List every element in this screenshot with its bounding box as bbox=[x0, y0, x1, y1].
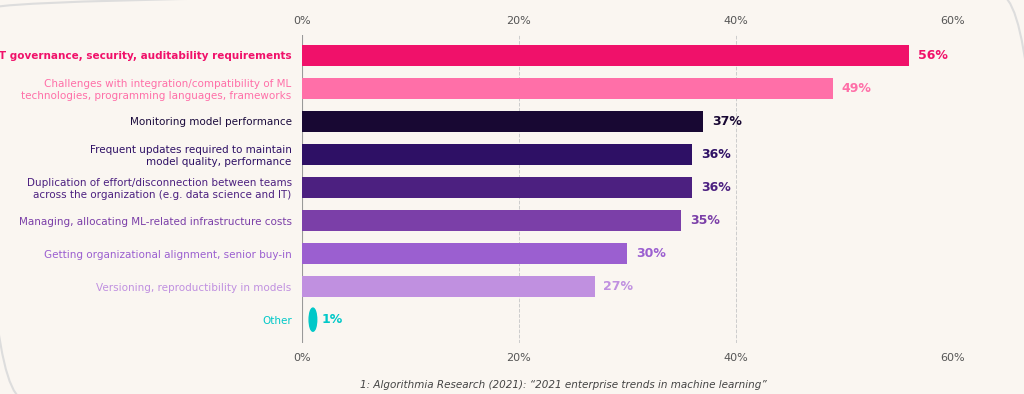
Bar bbox=[302, 111, 703, 132]
Bar bbox=[302, 210, 681, 231]
Text: 1: Algorithmia Research (2021): “2021 enterprise trends in machine learning”: 1: Algorithmia Research (2021): “2021 en… bbox=[359, 380, 767, 390]
Circle shape bbox=[309, 308, 316, 331]
Text: 30%: 30% bbox=[636, 247, 666, 260]
Text: 36%: 36% bbox=[700, 148, 731, 161]
Text: 1%: 1% bbox=[322, 313, 343, 326]
Text: 27%: 27% bbox=[603, 280, 634, 293]
Text: 56%: 56% bbox=[918, 49, 947, 62]
Bar bbox=[302, 276, 595, 297]
Text: 37%: 37% bbox=[712, 115, 741, 128]
Bar bbox=[302, 243, 627, 264]
Bar bbox=[302, 144, 692, 165]
Text: 49%: 49% bbox=[842, 82, 871, 95]
Bar bbox=[302, 45, 909, 65]
Text: 36%: 36% bbox=[700, 181, 731, 194]
Text: 35%: 35% bbox=[690, 214, 720, 227]
Bar bbox=[302, 177, 692, 198]
Bar bbox=[302, 78, 834, 98]
